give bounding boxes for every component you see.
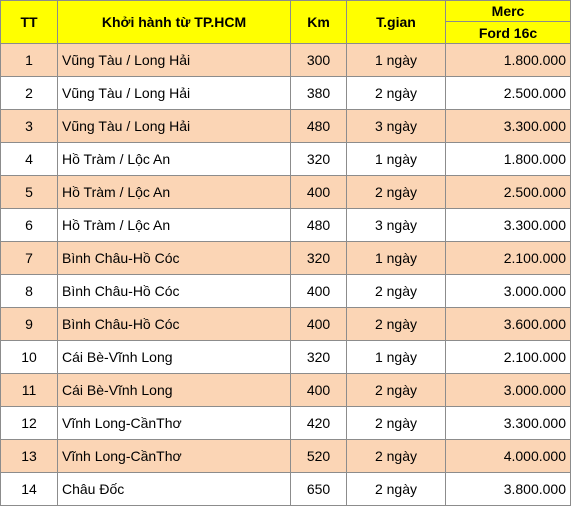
cell-km: 480	[290, 208, 347, 242]
cell-route: Hồ Tràm / Lộc An	[57, 175, 291, 209]
header-price-merc: Merc	[445, 0, 571, 22]
cell-tt: 13	[0, 439, 58, 473]
cell-km: 520	[290, 439, 347, 473]
cell-tt: 9	[0, 307, 58, 341]
cell-route: Vĩnh Long-CầnThơ	[57, 406, 291, 440]
cell-km: 650	[290, 472, 347, 506]
cell-time: 1 ngày	[346, 43, 446, 77]
cell-price: 3.800.000	[445, 472, 571, 506]
cell-time: 2 ngày	[346, 307, 446, 341]
table-row: 12 Vĩnh Long-CầnThơ 420 2 ngày 3.300.000	[0, 406, 571, 440]
cell-price: 3.300.000	[445, 109, 571, 143]
cell-price: 3.300.000	[445, 406, 571, 440]
cell-price: 2.500.000	[445, 175, 571, 209]
cell-route: Hồ Tràm / Lộc An	[57, 208, 291, 242]
header-route: Khởi hành từ TP.HCM	[57, 0, 291, 44]
cell-route: Bình Châu-Hồ Cóc	[57, 307, 291, 341]
cell-km: 400	[290, 307, 347, 341]
table-row: 7 Bình Châu-Hồ Cóc 320 1 ngày 2.100.000	[0, 241, 571, 275]
cell-time: 2 ngày	[346, 472, 446, 506]
cell-tt: 5	[0, 175, 58, 209]
cell-km: 400	[290, 373, 347, 407]
table-body: 1 Vũng Tàu / Long Hải 300 1 ngày 1.800.000 2 V…	[0, 43, 571, 506]
cell-time: 1 ngày	[346, 142, 446, 176]
table-row: 11 Cái Bè-Vĩnh Long 400 2 ngày 3.000.000	[0, 373, 571, 407]
cell-km: 380	[290, 76, 347, 110]
header-km: Km	[290, 0, 347, 44]
table-row: 9 Bình Châu-Hồ Cóc 400 2 ngày 3.600.000	[0, 307, 571, 341]
cell-price: 1.800.000	[445, 43, 571, 77]
table-row: 14 Châu Đốc 650 2 ngày 3.800.000	[0, 472, 571, 506]
cell-route: Hồ Tràm / Lộc An	[57, 142, 291, 176]
table-row: 1 Vũng Tàu / Long Hải 300 1 ngày 1.800.000	[0, 43, 571, 77]
cell-price: 2.500.000	[445, 76, 571, 110]
table-row: 3 Vũng Tàu / Long Hải 480 3 ngày 3.300.000	[0, 109, 571, 143]
cell-tt: 2	[0, 76, 58, 110]
cell-tt: 6	[0, 208, 58, 242]
cell-time: 2 ngày	[346, 76, 446, 110]
table-header: TT Khởi hành từ TP.HCM Km T.gian Merc Fo…	[0, 0, 571, 44]
cell-time: 2 ngày	[346, 439, 446, 473]
cell-tt: 10	[0, 340, 58, 374]
header-price-ford: Ford 16c	[445, 21, 571, 44]
cell-price: 3.000.000	[445, 274, 571, 308]
cell-km: 300	[290, 43, 347, 77]
cell-price: 3.600.000	[445, 307, 571, 341]
cell-time: 2 ngày	[346, 373, 446, 407]
cell-time: 1 ngày	[346, 241, 446, 275]
cell-tt: 3	[0, 109, 58, 143]
cell-time: 3 ngày	[346, 208, 446, 242]
cell-price: 3.000.000	[445, 373, 571, 407]
cell-route: Châu Đốc	[57, 472, 291, 506]
cell-km: 420	[290, 406, 347, 440]
cell-price: 2.100.000	[445, 241, 571, 275]
header-time: T.gian	[346, 0, 446, 44]
cell-tt: 7	[0, 241, 58, 275]
cell-time: 3 ngày	[346, 109, 446, 143]
cell-km: 480	[290, 109, 347, 143]
cell-route: Bình Châu-Hồ Cóc	[57, 241, 291, 275]
cell-route: Vĩnh Long-CầnThơ	[57, 439, 291, 473]
cell-route: Vũng Tàu / Long Hải	[57, 43, 291, 77]
cell-time: 2 ngày	[346, 274, 446, 308]
cell-km: 320	[290, 340, 347, 374]
cell-km: 320	[290, 142, 347, 176]
cell-km: 400	[290, 274, 347, 308]
cell-route: Vũng Tàu / Long Hải	[57, 76, 291, 110]
cell-route: Cái Bè-Vĩnh Long	[57, 340, 291, 374]
bottom-edge	[0, 507, 571, 515]
cell-route: Cái Bè-Vĩnh Long	[57, 373, 291, 407]
table-row: 5 Hồ Tràm / Lộc An 400 2 ngày 2.500.000	[0, 175, 571, 209]
table-row: 10 Cái Bè-Vĩnh Long 320 1 ngày 2.100.000	[0, 340, 571, 374]
cell-time: 1 ngày	[346, 340, 446, 374]
cell-tt: 4	[0, 142, 58, 176]
cell-tt: 14	[0, 472, 58, 506]
cell-price: 3.300.000	[445, 208, 571, 242]
cell-price: 2.100.000	[445, 340, 571, 374]
table-row: 8 Bình Châu-Hồ Cóc 400 2 ngày 3.000.000	[0, 274, 571, 308]
table-row: 2 Vũng Tàu / Long Hải 380 2 ngày 2.500.000	[0, 76, 571, 110]
cell-route: Bình Châu-Hồ Cóc	[57, 274, 291, 308]
table-row: 6 Hồ Tràm / Lộc An 480 3 ngày 3.300.000	[0, 208, 571, 242]
cell-time: 2 ngày	[346, 406, 446, 440]
cell-tt: 8	[0, 274, 58, 308]
cell-tt: 11	[0, 373, 58, 407]
cell-price: 4.000.000	[445, 439, 571, 473]
cell-price: 1.800.000	[445, 142, 571, 176]
cell-tt: 1	[0, 43, 58, 77]
header-tt: TT	[0, 0, 58, 44]
cell-km: 320	[290, 241, 347, 275]
cell-tt: 12	[0, 406, 58, 440]
cell-route: Vũng Tàu / Long Hải	[57, 109, 291, 143]
table-row: 4 Hồ Tràm / Lộc An 320 1 ngày 1.800.000	[0, 142, 571, 176]
cell-km: 400	[290, 175, 347, 209]
cell-time: 2 ngày	[346, 175, 446, 209]
table-row: 13 Vĩnh Long-CầnThơ 520 2 ngày 4.000.000	[0, 439, 571, 473]
